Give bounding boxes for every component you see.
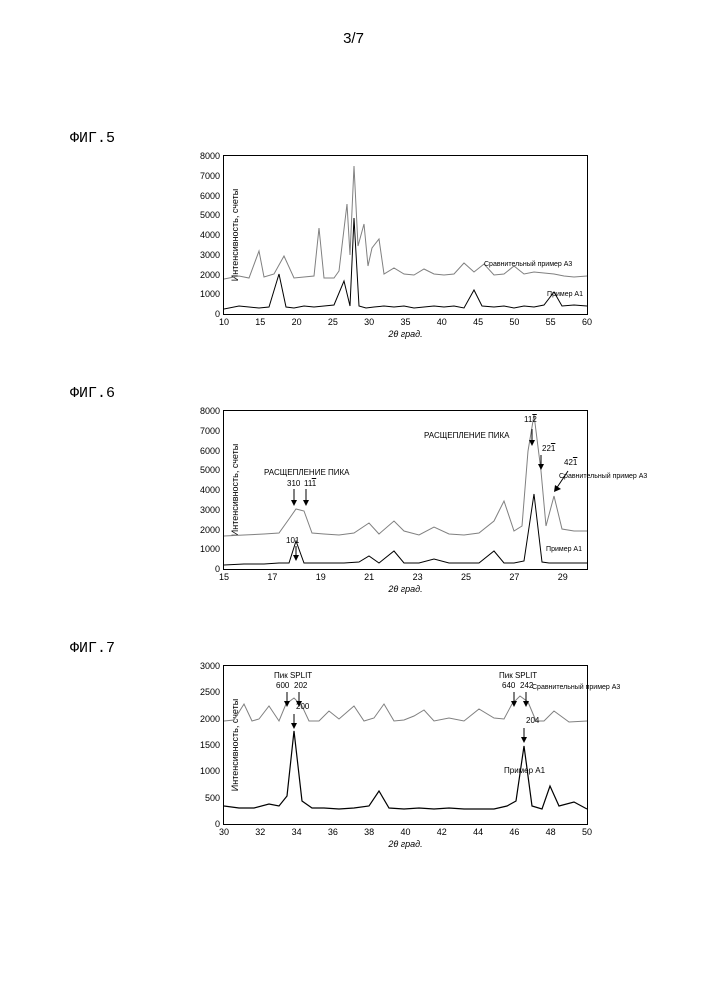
ytick: 7000: [200, 426, 224, 436]
ytick: 1000: [200, 766, 224, 776]
xtick: 15: [219, 569, 229, 582]
xtick: 20: [292, 314, 302, 327]
xtick: 55: [546, 314, 556, 327]
ytick: 2000: [200, 525, 224, 535]
ytick: 8000: [200, 406, 224, 416]
ytick: 500: [205, 793, 224, 803]
fig5-label: ФИГ.5: [70, 130, 115, 147]
page-number: 3/7: [0, 30, 707, 47]
xtick: 34: [292, 824, 302, 837]
xtick: 45: [473, 314, 483, 327]
fig6-split2: РАСЩЕПЛЕНИЕ ПИКА: [424, 431, 510, 440]
ytick: 4000: [200, 485, 224, 495]
xtick: 29: [558, 569, 568, 582]
xtick: 17: [267, 569, 277, 582]
xtick: 15: [255, 314, 265, 327]
fig7-upper-label: Сравнительный пример А3: [532, 684, 582, 691]
ytick: 2000: [200, 270, 224, 280]
fig7-split1: Пик SPLIT: [274, 671, 312, 680]
xtick: 10: [219, 314, 229, 327]
xtick: 40: [400, 824, 410, 837]
fig6-111: 111: [304, 479, 316, 488]
xtick: 32: [255, 824, 265, 837]
fig5-svg: [224, 156, 587, 314]
fig6-101: 101: [286, 536, 299, 545]
fig5-chart: Интенсивность, счеты 2θ град. 0 1000 200…: [175, 145, 605, 345]
ytick: 2000: [200, 714, 224, 724]
fig6-221: 221: [542, 444, 555, 453]
xtick: 50: [582, 824, 592, 837]
fig7-600: 600: [276, 681, 289, 690]
xtick: 35: [400, 314, 410, 327]
xtick: 60: [582, 314, 592, 327]
fig7-label: ФИГ.7: [70, 640, 115, 657]
ytick: 1000: [200, 544, 224, 554]
xtick: 36: [328, 824, 338, 837]
ytick: 1000: [200, 289, 224, 299]
xtick: 38: [364, 824, 374, 837]
fig5-plot: Интенсивность, счеты 2θ град. 0 1000 200…: [223, 155, 588, 315]
ytick: 3000: [200, 505, 224, 515]
ytick: 5000: [200, 465, 224, 475]
fig6-plot: Интенсивность, счеты 2θ град. 0 1000 200…: [223, 410, 588, 570]
ytick: 5000: [200, 210, 224, 220]
fig7-200: 200: [296, 702, 309, 711]
fig7-640: 640: [502, 681, 515, 690]
fig6-label: ФИГ.6: [70, 385, 115, 402]
fig6-421: 421: [564, 458, 577, 467]
fig7-204: 204: [526, 716, 539, 725]
ytick: 8000: [200, 151, 224, 161]
fig7-split2: Пик SPLIT: [499, 671, 537, 680]
xtick: 30: [364, 314, 374, 327]
xtick: 40: [437, 314, 447, 327]
fig7-plot: Интенсивность, счеты 2θ град. 0 500 1000…: [223, 665, 588, 825]
xtick: 25: [328, 314, 338, 327]
fig6-112: 112: [524, 415, 537, 424]
ytick: 3000: [200, 250, 224, 260]
xtick: 50: [509, 314, 519, 327]
ytick: 1500: [200, 740, 224, 750]
fig6-310: 310: [287, 479, 300, 488]
xtick: 30: [219, 824, 229, 837]
fig5-lower-label: Пример А1: [547, 291, 583, 298]
xtick: 23: [413, 569, 423, 582]
xtick: 48: [546, 824, 556, 837]
fig6-svg: [224, 411, 587, 569]
xtick: 25: [461, 569, 471, 582]
ytick: 3000: [200, 661, 224, 671]
ytick: 6000: [200, 191, 224, 201]
fig6-split1: РАСЩЕПЛЕНИЕ ПИКА: [264, 468, 350, 477]
fig7-chart: Интенсивность, счеты 2θ град. 0 500 1000…: [175, 655, 605, 855]
fig7-lower-label: Пример А1: [504, 766, 545, 775]
xtick: 46: [509, 824, 519, 837]
xtick: 19: [316, 569, 326, 582]
fig6-upper-label: Сравнительный пример А3: [559, 473, 589, 480]
fig7-202: 202: [294, 681, 307, 690]
xtick: 42: [437, 824, 447, 837]
xtick: 21: [364, 569, 374, 582]
fig6-chart: Интенсивность, счеты 2θ град. 0 1000 200…: [175, 400, 605, 600]
ytick: 6000: [200, 446, 224, 456]
ytick: 7000: [200, 171, 224, 181]
ytick: 2500: [200, 687, 224, 697]
xtick: 44: [473, 824, 483, 837]
xtick: 27: [509, 569, 519, 582]
fig6-lower-label: Пример А1: [546, 546, 582, 553]
ytick: 4000: [200, 230, 224, 240]
fig5-upper-label: Сравнительный пример А3: [484, 261, 572, 268]
